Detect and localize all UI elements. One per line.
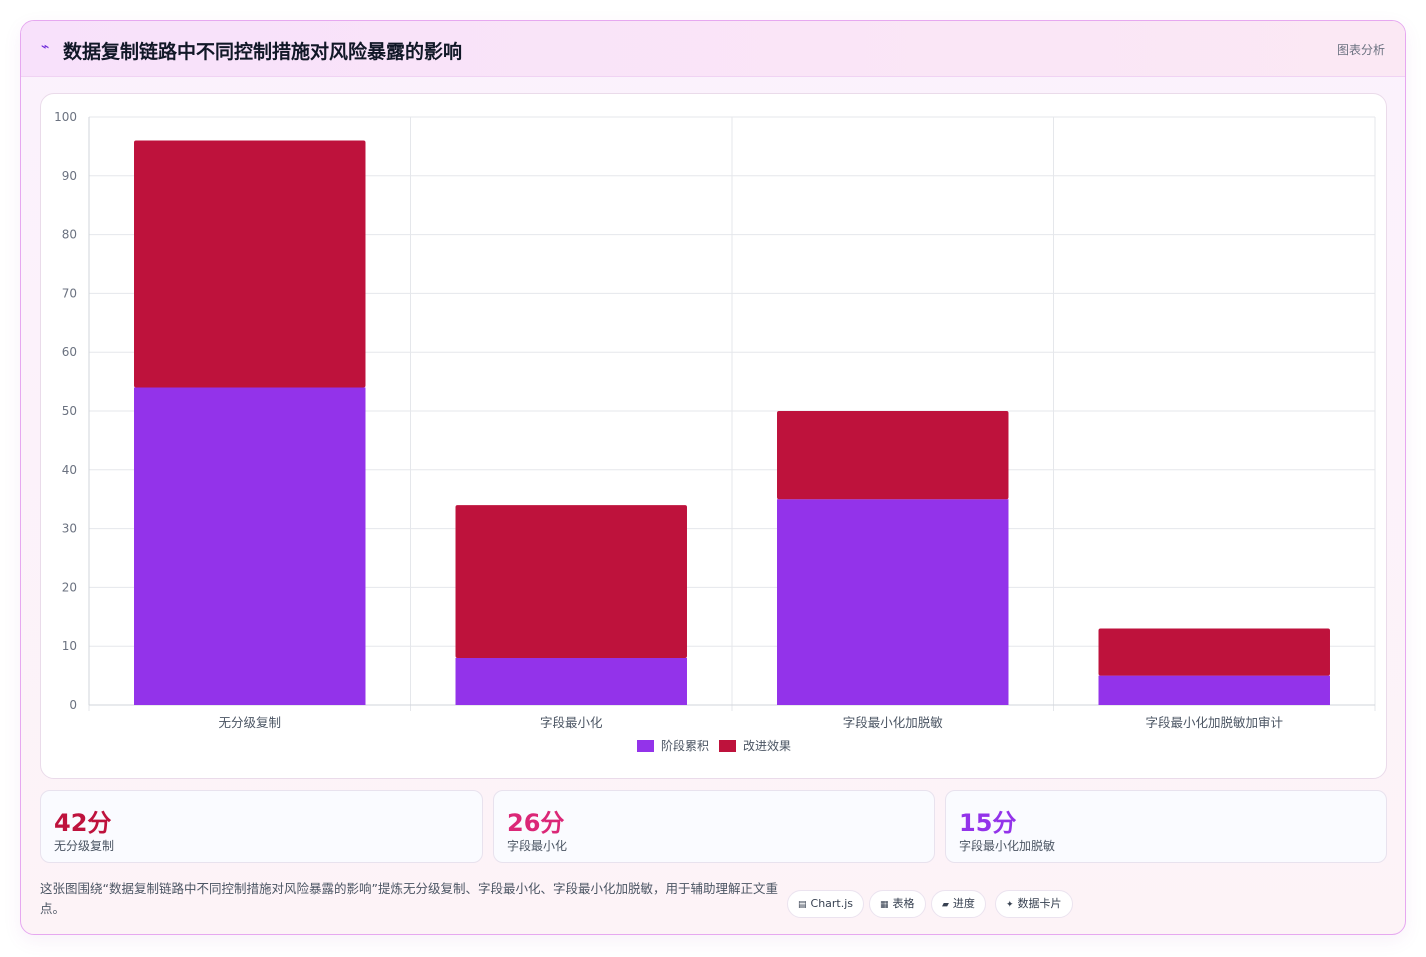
y-tick-label: 70 <box>62 286 77 300</box>
card-header: ⌁ 数据复制链路中不同控制措施对风险暴露的影响 图表分析 <box>21 21 1405 77</box>
stat-label: 字段最小化加脱敏 <box>959 839 1056 853</box>
legend-swatch <box>637 740 654 752</box>
y-tick-label: 100 <box>54 110 77 124</box>
bar-improvement-effect <box>777 411 1009 500</box>
stat-value: 42分 <box>54 809 112 837</box>
y-tick-label: 10 <box>62 639 77 653</box>
sparkle-icon: ✦ <box>1006 900 1014 910</box>
chip-label: Chart.js <box>810 897 854 910</box>
progress-icon: ▰ <box>942 900 949 910</box>
y-tick-label: 40 <box>62 463 77 477</box>
legend-label: 改进效果 <box>743 738 791 753</box>
bar-improvement-effect <box>134 140 366 388</box>
y-tick-label: 60 <box>62 345 77 359</box>
stat-value: 15分 <box>959 809 1017 837</box>
stat-card-2: 26分 字段最小化 <box>493 790 935 863</box>
table-icon: ▦ <box>880 900 889 910</box>
chart-panel: 0 10 20 30 40 50 60 70 80 90 100 无分级复制 字段最小化 字段最小化加脱敏… <box>40 93 1387 779</box>
stat-label: 字段最小化 <box>507 839 568 853</box>
chart-icon: ▤ <box>798 900 807 910</box>
stat-label: 无分级复制 <box>54 839 115 853</box>
stat-card-1: 42分 无分级复制 <box>40 790 483 863</box>
x-tick-label: 无分级复制 <box>218 715 281 730</box>
chip-label: 表格 <box>892 897 915 910</box>
chart-description: 这张图围绕“数据复制链路中不同控制措施对风险暴露的影响”提炼无分级复制、字段最小… <box>40 881 778 916</box>
stacked-bar-chart: 0 10 20 30 40 50 60 70 80 90 100 无分级复制 字段最小化 字段最小化加脱敏… <box>54 110 1376 753</box>
chart-line-icon: ⌁ <box>41 39 50 55</box>
y-tick-label: 20 <box>62 580 77 594</box>
legend-swatch <box>719 740 736 752</box>
chip-label: 进度 <box>952 897 975 910</box>
x-tick-label: 字段最小化加脱敏 <box>843 715 944 730</box>
y-tick-label: 80 <box>62 228 77 242</box>
chip-data-card[interactable]: ✦ 数据卡片 <box>995 890 1073 918</box>
bar-stage-cumulative <box>777 499 1009 705</box>
bar-stage-cumulative <box>1098 675 1330 705</box>
y-tick-label: 90 <box>62 169 77 183</box>
y-tick-label: 30 <box>62 522 77 536</box>
bar-stage-cumulative <box>455 657 687 705</box>
bar-improvement-effect <box>455 505 687 658</box>
chart-analysis-button[interactable]: 图表分析 <box>1336 43 1385 57</box>
y-tick-label: 50 <box>62 404 77 418</box>
bar-stage-cumulative <box>134 387 366 705</box>
bar-improvement-effect <box>1098 628 1330 676</box>
x-tick-label: 字段最小化 <box>540 715 603 730</box>
chip-chartjs[interactable]: ▤ Chart.js <box>787 890 865 918</box>
stat-value: 26分 <box>507 809 565 837</box>
chart-card: ⌁ 数据复制链路中不同控制措施对风险暴露的影响 图表分析 0 10 20 30 40 50… <box>20 20 1406 935</box>
chip-progress[interactable]: ▰ 进度 <box>931 890 986 918</box>
page-title: 数据复制链路中不同控制措施对风险暴露的影响 <box>63 41 463 63</box>
chip-table[interactable]: ▦ 表格 <box>869 890 926 918</box>
stat-card-3: 15分 字段最小化加脱敏 <box>945 790 1387 863</box>
y-tick-label: 0 <box>69 698 77 712</box>
x-tick-label: 字段最小化加脱敏加审计 <box>1145 715 1283 730</box>
chip-label: 数据卡片 <box>1017 897 1062 910</box>
legend-label: 阶段累积 <box>661 738 709 753</box>
